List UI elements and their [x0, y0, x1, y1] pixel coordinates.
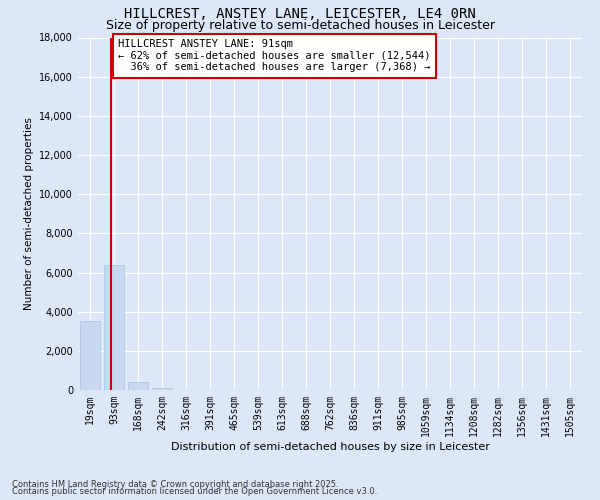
Bar: [128, 382, 148, 390]
Text: Contains HM Land Registry data © Crown copyright and database right 2025.: Contains HM Land Registry data © Crown c…: [12, 480, 338, 489]
X-axis label: Distribution of semi-detached houses by size in Leicester: Distribution of semi-detached houses by …: [170, 442, 490, 452]
Bar: [104, 264, 124, 390]
Text: HILLCREST ANSTEY LANE: 91sqm
← 62% of semi-detached houses are smaller (12,544)
: HILLCREST ANSTEY LANE: 91sqm ← 62% of se…: [118, 40, 431, 72]
Y-axis label: Number of semi-detached properties: Number of semi-detached properties: [24, 118, 34, 310]
Text: Contains public sector information licensed under the Open Government Licence v3: Contains public sector information licen…: [12, 487, 377, 496]
Bar: [80, 322, 100, 390]
Bar: [152, 388, 172, 390]
Text: HILLCREST, ANSTEY LANE, LEICESTER, LE4 0RN: HILLCREST, ANSTEY LANE, LEICESTER, LE4 0…: [124, 8, 476, 22]
Text: Size of property relative to semi-detached houses in Leicester: Size of property relative to semi-detach…: [106, 19, 494, 32]
